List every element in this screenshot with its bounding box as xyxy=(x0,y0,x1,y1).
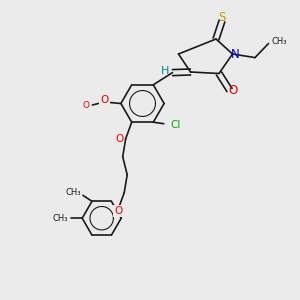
Text: O: O xyxy=(229,83,238,97)
Text: O: O xyxy=(82,100,89,109)
Text: Cl: Cl xyxy=(170,120,181,130)
Text: CH₃: CH₃ xyxy=(272,38,287,46)
Text: S: S xyxy=(218,11,226,24)
Text: O: O xyxy=(114,206,122,216)
Text: O: O xyxy=(100,94,109,105)
Text: CH₃: CH₃ xyxy=(65,188,80,197)
Text: O: O xyxy=(115,134,123,144)
Text: N: N xyxy=(230,47,239,61)
Text: CH₃: CH₃ xyxy=(52,214,68,223)
Text: H: H xyxy=(161,66,169,76)
